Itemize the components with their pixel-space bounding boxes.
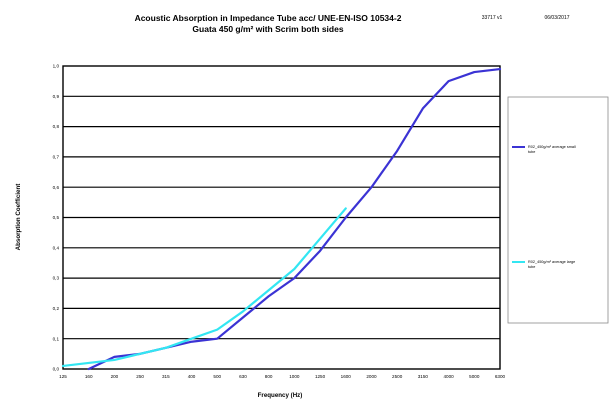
x-tick-label: 500 [213,374,221,379]
x-tick-label: 315 [162,374,170,379]
legend-label: R02_450g/m² average large tube [528,260,575,269]
x-tick-label: 400 [188,374,196,379]
y-tick-label: 0,9 [53,94,60,99]
series-lines [61,67,502,371]
chart-subtitle: Guata 450 g/m² with Scrim both sides [192,24,343,34]
x-tick-label: 4000 [443,374,454,379]
y-tick-label: 0,2 [53,306,60,311]
x-tick-label: 160 [85,374,93,379]
y-tick-label: 0,0 [53,367,60,372]
x-tick-label: 1250 [315,374,326,379]
y-tick-label: 0,4 [53,245,60,250]
y-tick-label: 0,3 [53,276,60,281]
y-tick-label: 0,7 [53,155,60,160]
header-code: 33717 v1 [482,15,503,21]
x-tick-label: 800 [265,374,273,379]
x-tick-label: 2000 [366,374,377,379]
x-tick-label: 250 [136,374,144,379]
chart-title: Acoustic Absorption in Impedance Tube ac… [135,13,402,23]
y-tick-label: 0,1 [53,336,60,341]
x-tick-label: 630 [239,374,247,379]
grid-lines [63,95,500,340]
series-line [87,67,502,371]
x-tick-labels: 125 160 200 250 315 400 500 630 800 1000 1250 1600 2… [59,374,505,379]
x-tick-label: 2500 [392,374,403,379]
y-tick-label: 0,5 [53,215,60,220]
x-tick-label: 125 [59,374,67,379]
legend-box [507,96,609,324]
y-tick-label: 0,6 [53,185,60,190]
legend: R02_450g/m² average small tube R02_450g/m²… [512,145,576,269]
y-tick-label: 1,0 [53,64,60,69]
plot-area [62,65,501,370]
series-line [61,207,347,368]
header-date: 06/03/2017 [544,15,569,21]
y-tick-labels: 0,0 0,1 0,2 0,3 0,4 0,5 0,6 0,7 0,8 0,9 1,0 [53,64,60,372]
legend-label: R02_450g/m² average small tube [528,145,576,154]
x-tick-label: 5000 [469,374,480,379]
y-axis-label: Absorption Coefficient [15,184,22,251]
x-tick-label: 200 [111,374,119,379]
x-tick-label: 6300 [495,374,506,379]
x-tick-label: 1600 [341,374,352,379]
x-axis-label: Frequency (Hz) [258,392,303,399]
x-tick-label: 1000 [289,374,300,379]
x-tick-label: 3150 [418,374,429,379]
y-tick-label: 0,8 [53,124,60,129]
